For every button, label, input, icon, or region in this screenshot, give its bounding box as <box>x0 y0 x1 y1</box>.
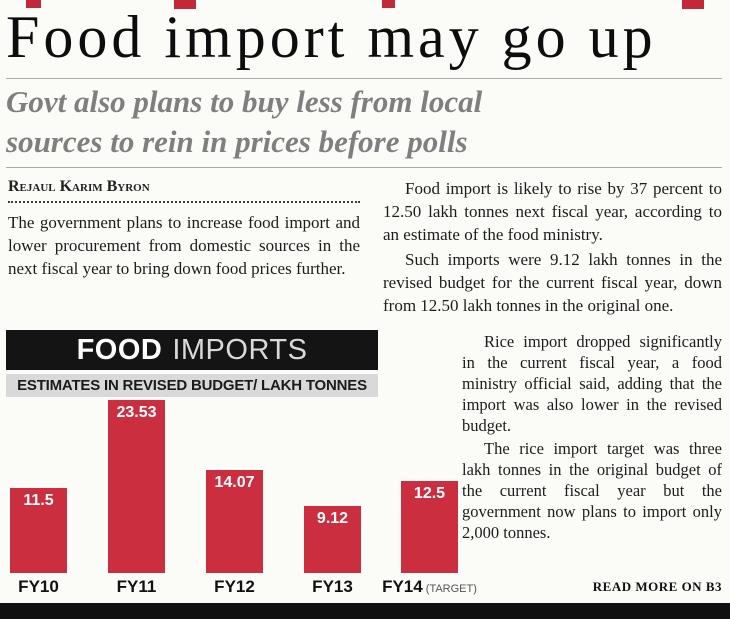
body-paragraph: Food import is likely to rise by 37 perc… <box>383 179 722 244</box>
bar-FY12: 14.07 <box>206 470 263 573</box>
bar-FY14: 12.5 <box>401 481 458 573</box>
crop-mark <box>174 0 196 9</box>
crop-mark <box>26 0 41 8</box>
right-column: Food import is likely to rise by 37 perc… <box>383 177 722 319</box>
byline-dotted-rule <box>8 201 360 203</box>
target-note: (TARGET) <box>422 583 477 595</box>
intro-paragraph: The government plans to increase food im… <box>8 213 360 278</box>
category-label-FY14: FY14 (TARGET) <box>382 577 477 596</box>
bar-FY13: 9.12 <box>304 506 361 573</box>
category-label-FY10: FY10 <box>18 577 59 596</box>
bar-value-label: 11.5 <box>23 492 54 509</box>
subheadline-line-2: sources to rein in prices before polls <box>6 124 468 159</box>
read-more-note: READ MORE ON B3 <box>592 579 722 594</box>
subheadline-divider <box>6 167 722 168</box>
bar-FY11: 23.53 <box>108 400 165 573</box>
crop-mark <box>682 0 704 9</box>
body-paragraph: Rice import dropped significantly in the… <box>462 332 722 435</box>
byline: Rejaul Karim Byron <box>8 178 150 195</box>
bar-value-label: 9.12 <box>316 510 349 527</box>
bar-value-label: 14.07 <box>214 474 255 491</box>
bar-FY10: 11.5 <box>10 488 67 573</box>
chart-title: FOOD IMPORTS <box>6 330 378 370</box>
chart-subtitle: ESTIMATES IN REVISED BUDGET/ LAKH TONNES <box>6 374 378 397</box>
bottom-rule <box>0 603 730 619</box>
category-label-FY11: FY11 <box>116 577 157 596</box>
headline: Food import may go up <box>6 4 657 70</box>
bar-value-label: 12.5 <box>413 485 446 502</box>
headline-divider <box>6 78 722 79</box>
chart-title-primary: FOOD <box>76 334 163 366</box>
category-label-FY12: FY12 <box>214 577 255 596</box>
chart-bars: 11.5 FY10 23.53 FY11 14.07 FY12 9.12 FY13 12.5 FY… <box>6 400 477 596</box>
chart-title-secondary: IMPORTS <box>172 334 308 366</box>
beside-chart-column: Rice import dropped significantly in the… <box>462 331 722 545</box>
category-label-FY13: FY13 <box>312 577 353 596</box>
subheadline-line-1: Govt also plans to buy less from local <box>6 84 483 119</box>
body-paragraph: Such imports were 9.12 lakh tonnes in th… <box>383 250 722 315</box>
bar-value-label: 23.53 <box>116 404 157 421</box>
subheadline: Govt also plans to buy less from local s… <box>6 82 722 162</box>
crop-mark <box>382 0 395 8</box>
body-paragraph: The rice import target was three lakh to… <box>462 439 722 542</box>
